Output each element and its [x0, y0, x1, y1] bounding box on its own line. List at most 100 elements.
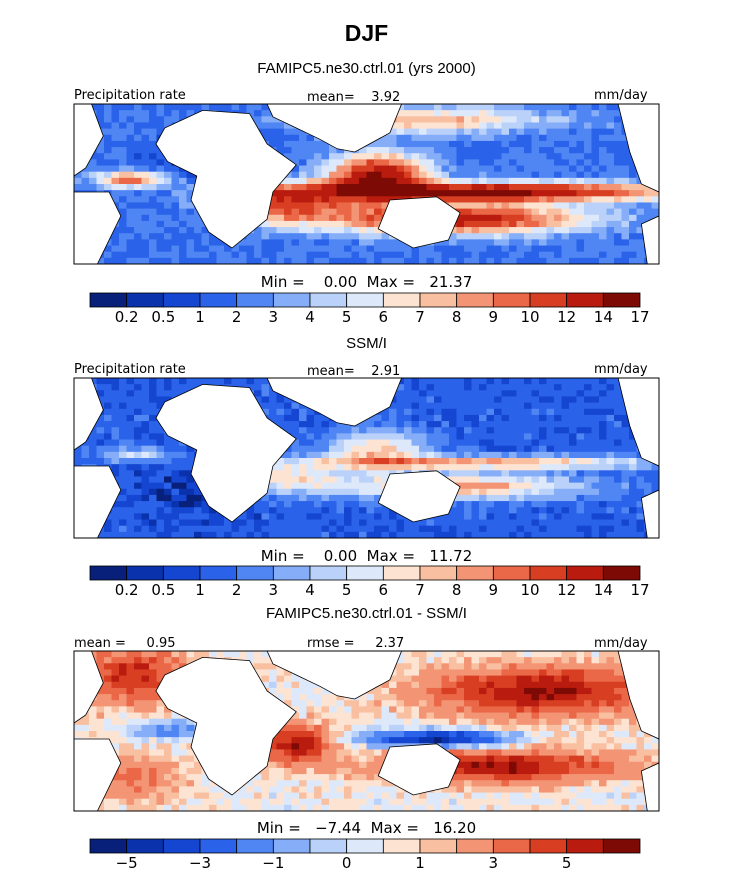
heatmap-cell — [494, 464, 503, 471]
heatmap-cell — [276, 531, 285, 538]
heatmap-cell — [284, 208, 293, 216]
heatmap-cell — [524, 482, 533, 490]
heatmap-cell — [404, 104, 413, 111]
heatmap-cell — [156, 482, 165, 490]
heatmap-cell — [329, 507, 338, 514]
heatmap-cell — [479, 700, 488, 707]
heatmap-cell — [569, 470, 578, 478]
heatmap-cell — [194, 525, 203, 533]
heatmap-cell — [111, 464, 120, 471]
heatmap-cell — [464, 519, 473, 527]
heatmap-cell — [561, 190, 570, 197]
heatmap-cell — [104, 687, 113, 695]
heatmap-cell — [351, 482, 360, 490]
heatmap-cell — [396, 458, 405, 465]
heatmap-cell — [96, 669, 105, 677]
heatmap-cell — [449, 458, 458, 465]
heatmap-cell — [299, 519, 308, 527]
heatmap-cell — [411, 396, 420, 404]
heatmap-cell — [344, 513, 353, 521]
heatmap-cell — [509, 421, 518, 428]
heatmap-cell — [186, 458, 195, 465]
heatmap-cell — [621, 233, 630, 240]
heatmap-cell — [509, 159, 518, 167]
heatmap-cell — [96, 104, 105, 111]
heatmap-cell — [486, 445, 495, 453]
heatmap-cell — [194, 531, 203, 538]
heatmap-cell — [621, 700, 630, 707]
heatmap-cell — [524, 488, 533, 496]
heatmap-cell — [269, 251, 278, 259]
heatmap-cell — [464, 470, 473, 478]
heatmap-cell — [381, 513, 390, 521]
heatmap-cell — [426, 451, 435, 459]
heatmap-cell — [524, 507, 533, 514]
heatmap-cell — [141, 494, 150, 502]
heatmap-cell — [591, 134, 600, 142]
heatmap-cell — [306, 706, 315, 714]
heatmap-cell — [254, 110, 263, 117]
heatmap-cell — [104, 177, 113, 185]
heatmap-cell — [576, 414, 585, 422]
heatmap-cell — [119, 657, 128, 664]
heatmap-cell — [629, 245, 638, 253]
heatmap-cell — [539, 257, 548, 264]
heatmap-cell — [539, 184, 548, 191]
heatmap-cell — [411, 159, 420, 167]
heatmap-cell — [509, 408, 518, 416]
heatmap-cell — [554, 257, 563, 264]
heatmap-cell — [576, 128, 585, 136]
panel-1-variable-label: Precipitation rate — [74, 88, 186, 103]
heatmap-cell — [96, 445, 105, 453]
heatmap-cell — [119, 134, 128, 142]
heatmap-cell — [351, 245, 360, 253]
heatmap-cell — [141, 165, 150, 173]
heatmap-cell — [411, 458, 420, 465]
heatmap-cell — [434, 104, 443, 111]
heatmap-cell — [561, 171, 570, 179]
heatmap-cell — [479, 184, 488, 191]
heatmap-cell — [261, 227, 270, 234]
heatmap-cell — [546, 439, 555, 447]
heatmap-cell — [516, 414, 525, 422]
heatmap-cell — [284, 531, 293, 538]
heatmap-cell — [96, 378, 105, 385]
heatmap-cell — [149, 208, 158, 216]
heatmap-cell — [651, 202, 659, 210]
heatmap-cell — [584, 501, 593, 508]
heatmap-cell — [606, 165, 615, 173]
heatmap-cell — [321, 159, 330, 167]
heatmap-cell — [599, 153, 608, 160]
heatmap-cell — [546, 257, 555, 264]
heatmap-cell — [141, 153, 150, 160]
heatmap-cell — [494, 184, 503, 191]
heatmap-cell — [164, 669, 173, 677]
heatmap-cell — [554, 451, 563, 459]
heatmap-cell — [569, 513, 578, 521]
heatmap-cell — [306, 451, 315, 459]
heatmap-cell — [576, 402, 585, 410]
heatmap-cell — [96, 694, 105, 701]
heatmap-cell — [479, 390, 488, 398]
heatmap-cell — [569, 421, 578, 428]
heatmap-cell — [201, 104, 210, 111]
heatmap-cell — [531, 669, 540, 677]
heatmap-cell — [509, 427, 518, 434]
heatmap-cell — [539, 651, 548, 658]
heatmap-cell — [164, 251, 173, 259]
heatmap-cell — [111, 694, 120, 701]
heatmap-cell — [314, 433, 323, 441]
heatmap-cell — [119, 196, 128, 204]
heatmap-cell — [254, 657, 263, 664]
heatmap-cell — [501, 421, 510, 428]
heatmap-cell — [614, 482, 623, 490]
heatmap-cell — [509, 390, 518, 398]
heatmap-cell — [299, 513, 308, 521]
heatmap-cell — [419, 421, 428, 428]
heatmap-cell — [501, 408, 510, 416]
heatmap-cell — [164, 501, 173, 508]
heatmap-cell — [479, 507, 488, 514]
heatmap-cell — [89, 159, 98, 167]
heatmap-cell — [464, 190, 473, 197]
heatmap-cell — [246, 519, 255, 527]
